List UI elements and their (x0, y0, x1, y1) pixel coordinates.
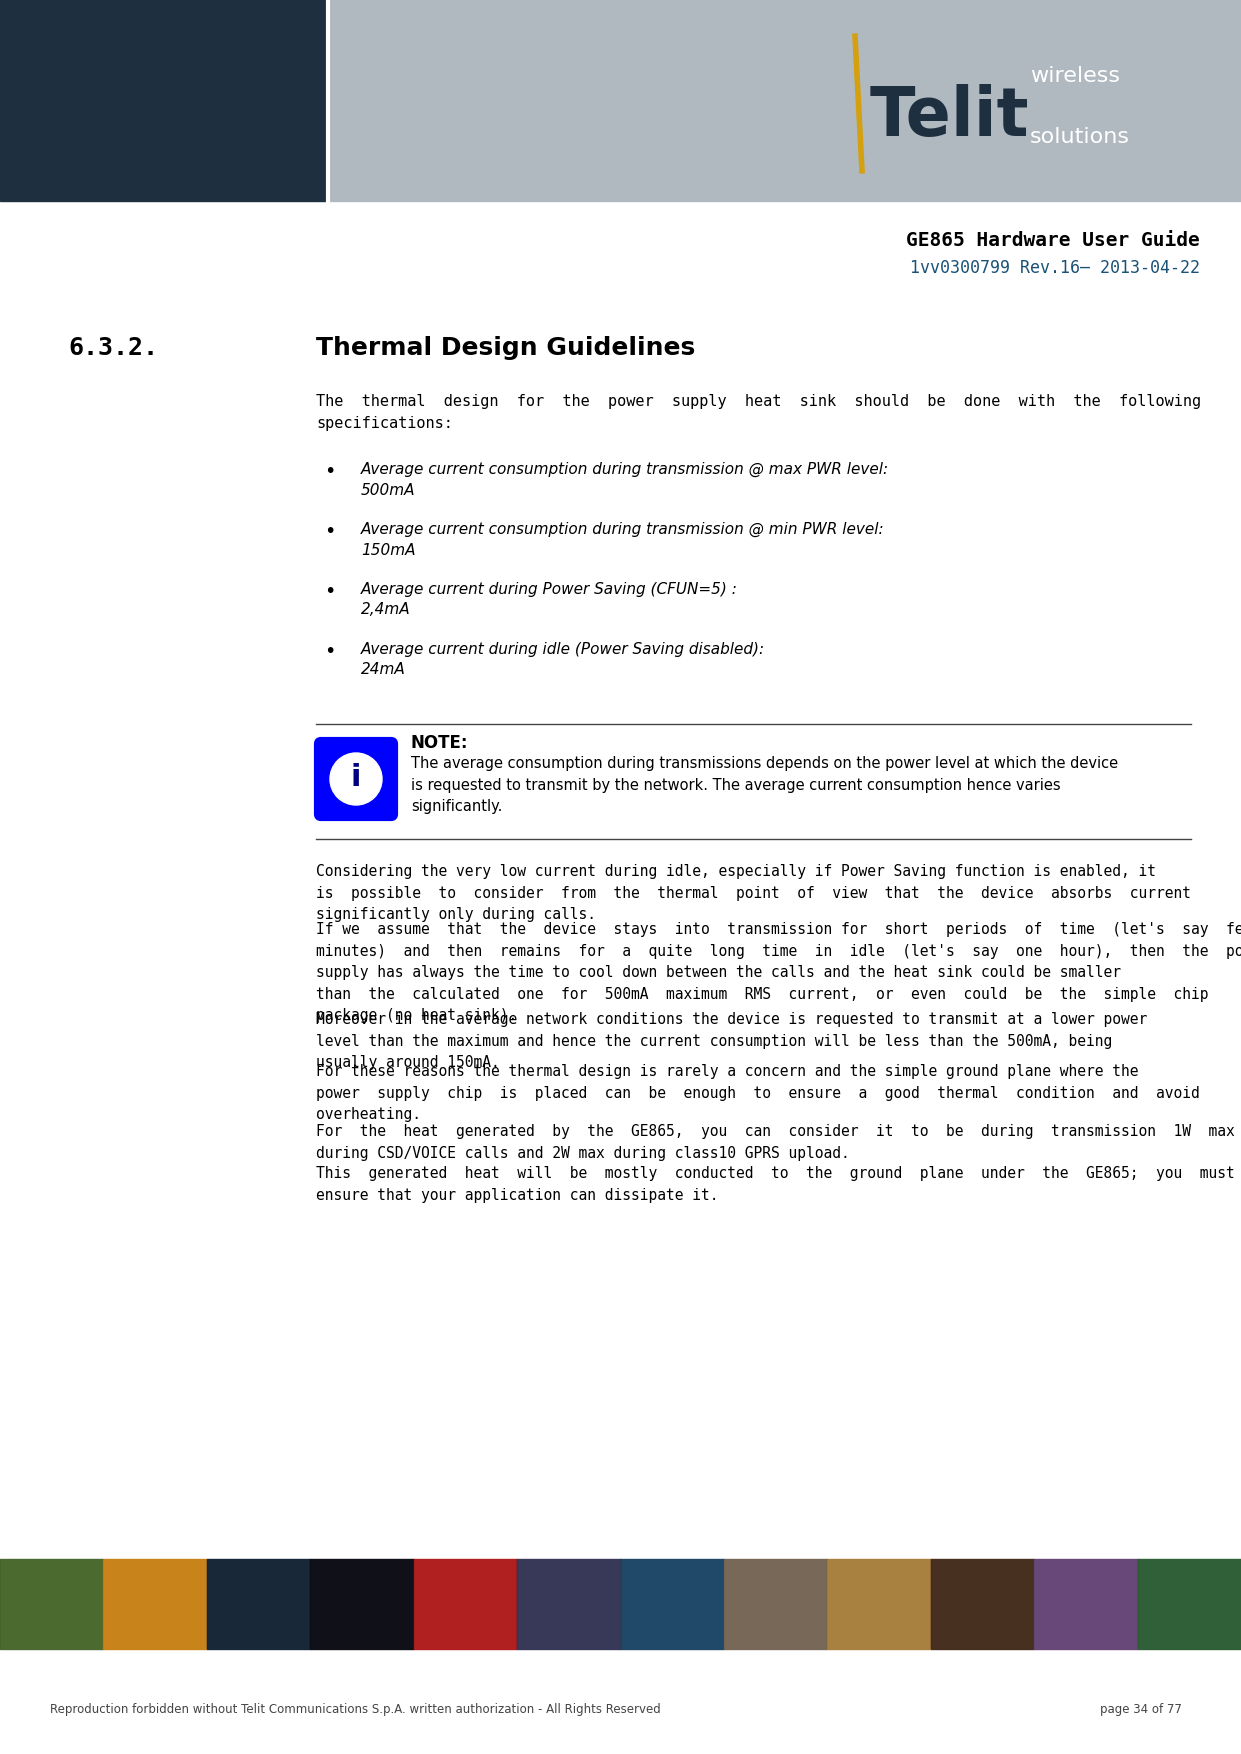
Text: 1vv0300799 Rev.16– 2013-04-22: 1vv0300799 Rev.16– 2013-04-22 (910, 260, 1200, 277)
Text: wireless: wireless (1030, 67, 1119, 86)
Text: If we  assume  that  the  device  stays  into  transmission for  short  periods : If we assume that the device stays into … (316, 923, 1241, 1023)
Text: GE865 Hardware User Guide: GE865 Hardware User Guide (906, 232, 1200, 251)
Bar (517, 1559, 620, 1649)
Text: i: i (351, 763, 361, 791)
Bar (310, 1559, 413, 1649)
Text: 6.3.2.: 6.3.2. (68, 337, 158, 360)
Text: •: • (324, 582, 335, 602)
Circle shape (330, 752, 382, 805)
Bar (328, 0, 1241, 202)
Text: Considering the very low current during idle, especially if Power Saving functio: Considering the very low current during … (316, 865, 1191, 923)
Text: Average current consumption during transmission @ min PWR level:
150mA: Average current consumption during trans… (361, 523, 885, 558)
Text: •: • (324, 461, 335, 481)
FancyBboxPatch shape (316, 738, 396, 819)
Bar (828, 1559, 931, 1649)
Text: Moreover in the average network conditions the device is requested to transmit a: Moreover in the average network conditio… (316, 1012, 1147, 1070)
Text: NOTE:: NOTE: (411, 733, 469, 752)
Text: The  thermal  design  for  the  power  supply  heat  sink  should  be  done  wit: The thermal design for the power supply … (316, 395, 1201, 430)
Bar (207, 1559, 310, 1649)
Bar (0, 0, 328, 202)
Text: This  generated  heat  will  be  mostly  conducted  to  the  ground  plane  unde: This generated heat will be mostly condu… (316, 1166, 1235, 1203)
Text: Average current consumption during transmission @ max PWR level:
500mA: Average current consumption during trans… (361, 461, 889, 498)
Bar (931, 1559, 1034, 1649)
Bar (1034, 1559, 1138, 1649)
Text: The average consumption during transmissions depends on the power level at which: The average consumption during transmiss… (411, 756, 1118, 814)
Text: solutions: solutions (1030, 126, 1131, 147)
Bar (1138, 1559, 1241, 1649)
Text: For  the  heat  generated  by  the  GE865,  you  can  consider  it  to  be  duri: For the heat generated by the GE865, you… (316, 1124, 1235, 1161)
Text: page 34 of 77: page 34 of 77 (1100, 1703, 1181, 1715)
Text: Average current during Power Saving (CFUN=5) :
2,4mA: Average current during Power Saving (CFU… (361, 582, 738, 617)
Bar (103, 1559, 207, 1649)
Bar (620, 1559, 724, 1649)
Bar (724, 1559, 828, 1649)
Bar (0, 1559, 103, 1649)
Text: •: • (324, 523, 335, 540)
Text: Thermal Design Guidelines: Thermal Design Guidelines (316, 337, 695, 360)
Text: Reproduction forbidden without Telit Communications S.p.A. written authorization: Reproduction forbidden without Telit Com… (50, 1703, 660, 1715)
Text: Telit: Telit (870, 84, 1030, 149)
Text: Average current during idle (Power Saving disabled):
24mA: Average current during idle (Power Savin… (361, 642, 766, 677)
Bar (413, 1559, 517, 1649)
Text: •: • (324, 642, 335, 661)
Text: For these reasons the thermal design is rarely a concern and the simple ground p: For these reasons the thermal design is … (316, 1065, 1200, 1123)
